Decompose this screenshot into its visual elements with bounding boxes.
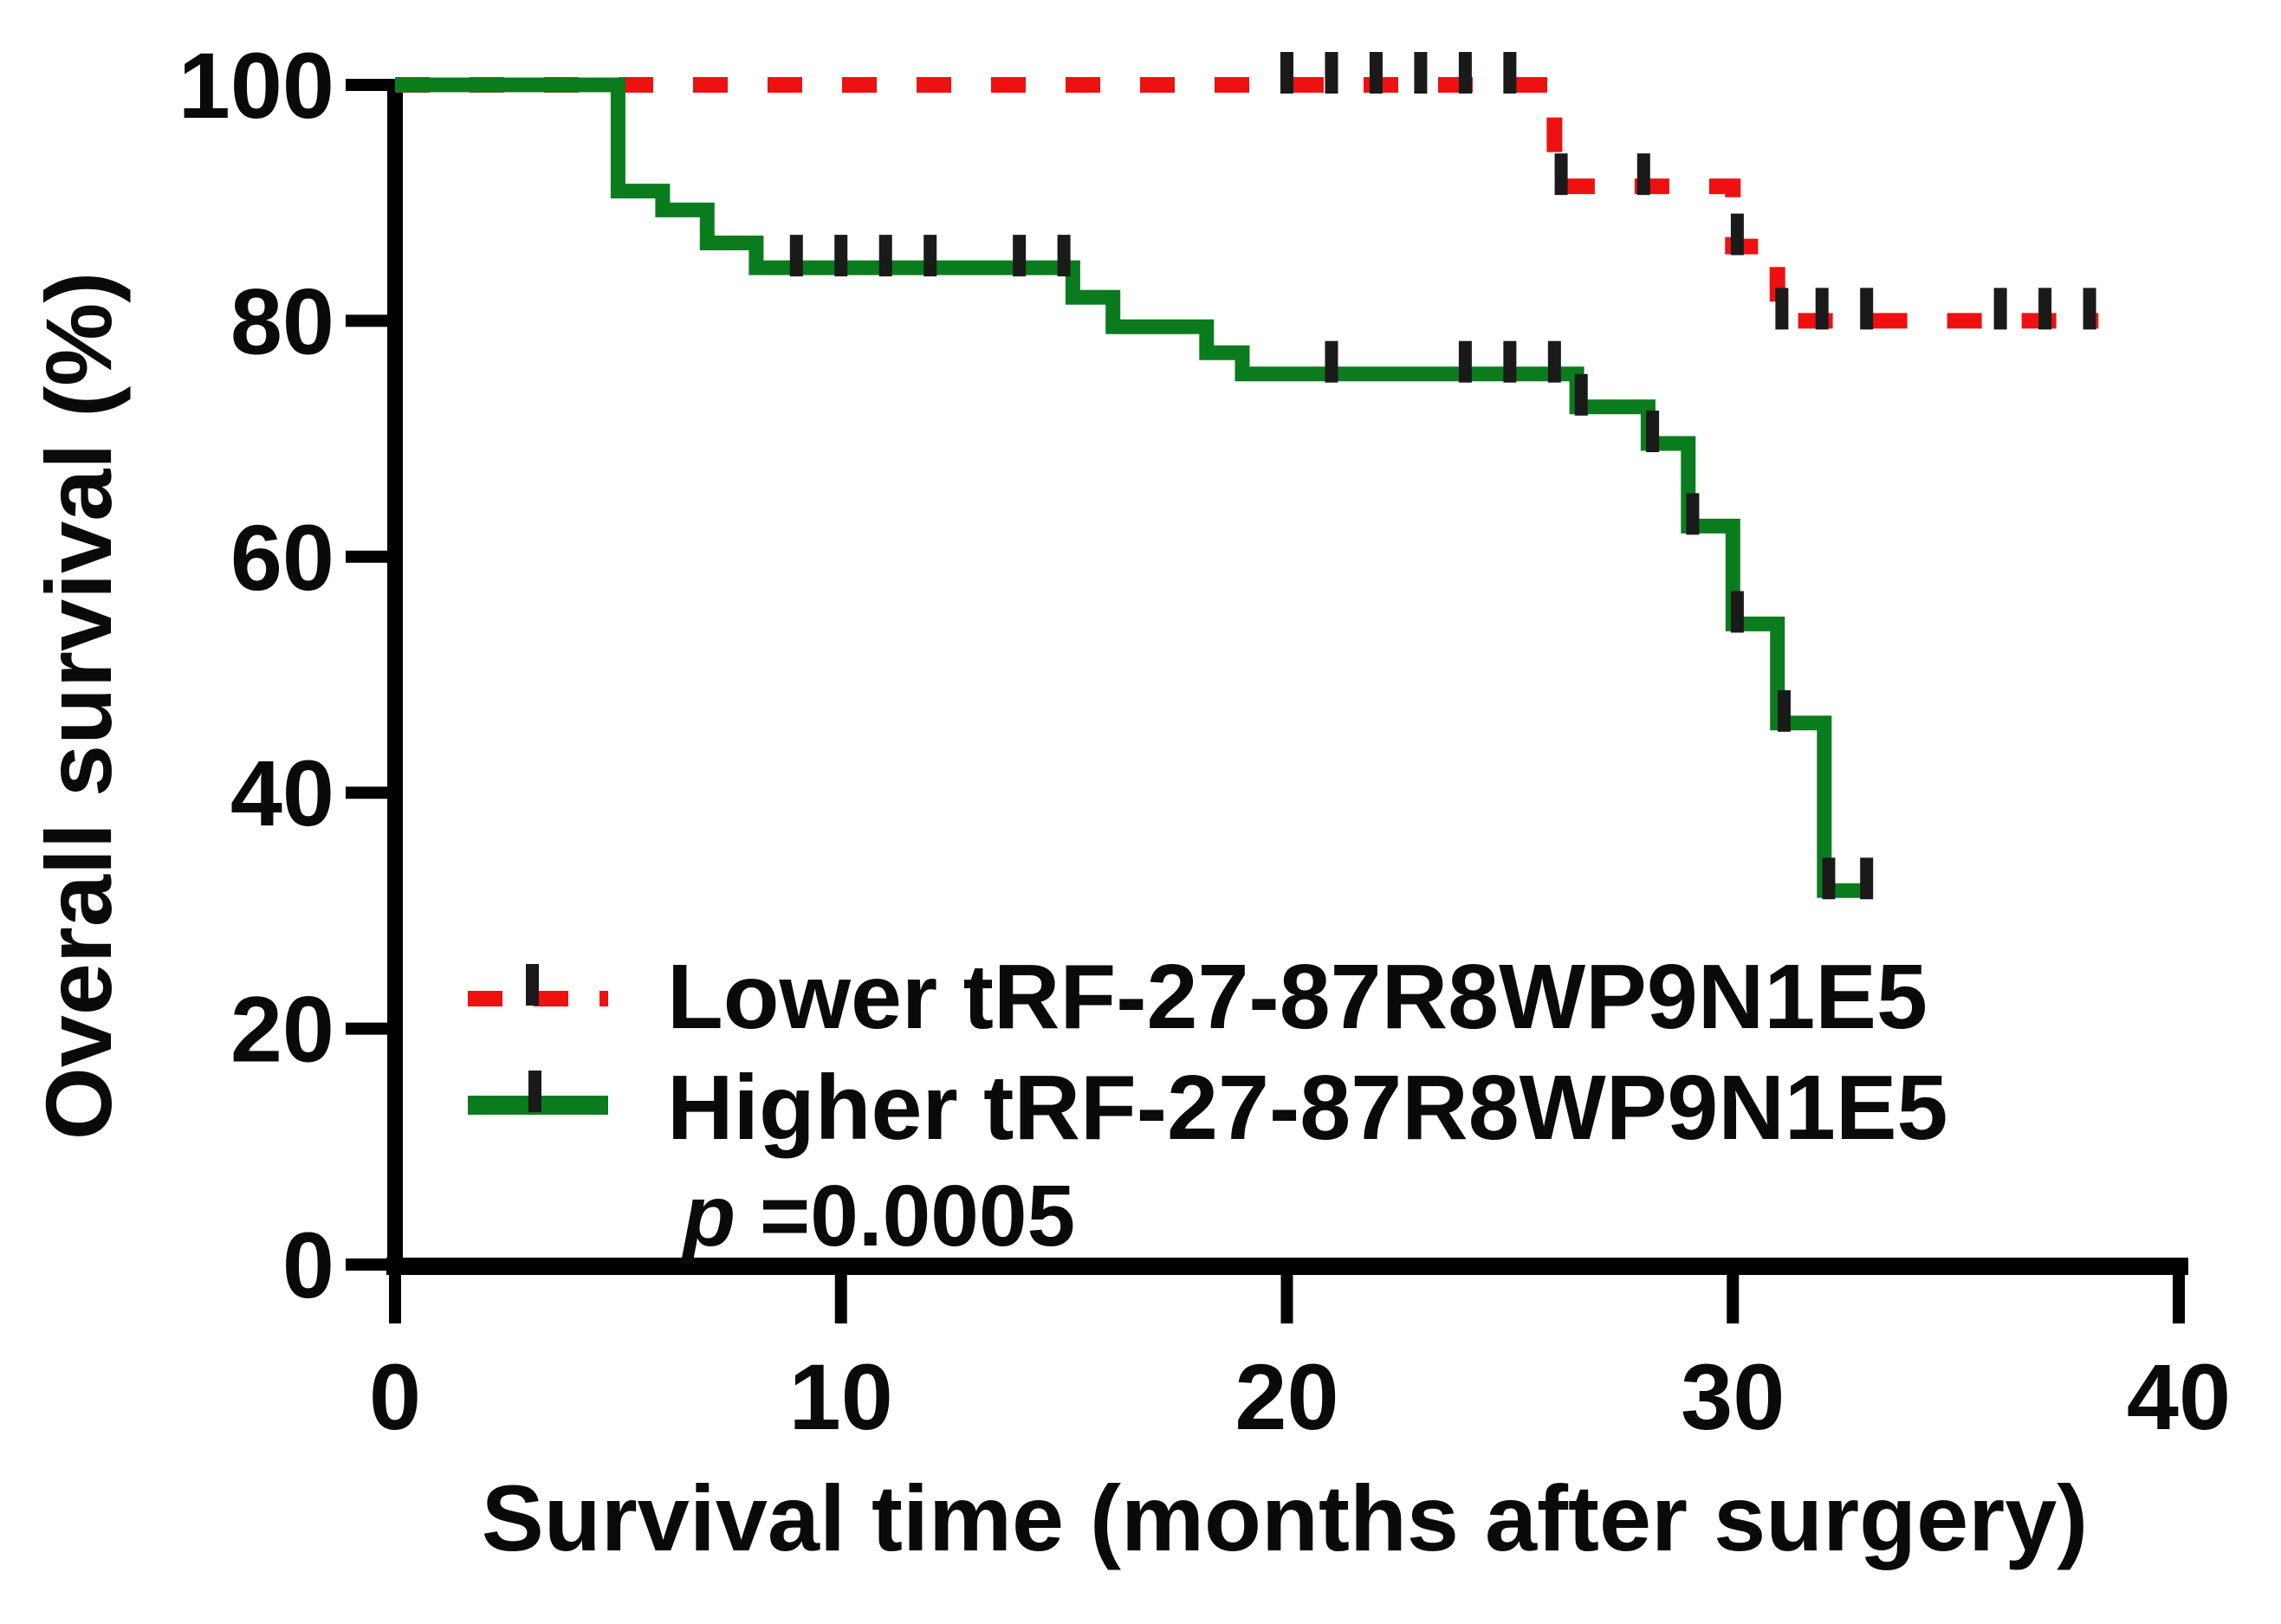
lower-censor-tick xyxy=(1636,153,1650,196)
y-tick-label: 100 xyxy=(178,33,334,138)
survival-curves xyxy=(395,52,2099,900)
higher-censor-tick xyxy=(1325,340,1338,383)
higher-censor-tick xyxy=(1860,857,1874,900)
y-tick-label: 80 xyxy=(230,269,334,373)
x-axis-title: Survival time (months after surgery) xyxy=(482,1465,2089,1570)
y-tick-label: 20 xyxy=(230,977,334,1082)
lower-censor-tick xyxy=(1414,52,1428,94)
lower-censor-tick xyxy=(1458,52,1472,94)
lower-survival-curve xyxy=(395,77,2099,329)
higher-censor-tick xyxy=(1646,411,1660,453)
y-axis-title: Overall survival (%) xyxy=(26,272,131,1140)
lower-censor-tick xyxy=(1503,52,1517,94)
higher-censor-tick xyxy=(1547,340,1561,383)
higher-censor-tick xyxy=(1458,340,1472,383)
axes: 0 20 40 60 80 100 0 10 20 30 40 xyxy=(178,33,2231,1449)
lower-censor-tick xyxy=(1325,52,1338,94)
legend-lower-label: Lower tRF-27-87R8WP9N1E5 xyxy=(667,946,1928,1048)
x-tick-label: 0 xyxy=(369,1344,421,1449)
higher-censor-tick xyxy=(1013,235,1027,277)
x-tick-label: 40 xyxy=(2127,1344,2231,1449)
lower-censor-tick xyxy=(1730,213,1744,256)
lower-censor-tick xyxy=(1860,288,1874,330)
y-tick-label: 0 xyxy=(282,1213,334,1317)
p-value-symbol: p xyxy=(680,1168,735,1265)
lower-censor-tick xyxy=(1815,288,1829,330)
higher-survival-curve xyxy=(395,77,1867,898)
p-value-number: =0.0005 xyxy=(735,1168,1075,1265)
x-tick-label: 20 xyxy=(1234,1344,1338,1449)
y-tick-label: 40 xyxy=(230,741,334,845)
higher-censor-tick xyxy=(923,235,937,277)
lower-censor-tick xyxy=(1775,288,1789,330)
higher-censor-tick xyxy=(878,235,892,277)
lower-censor-tick xyxy=(1280,52,1293,94)
x-tick-label: 10 xyxy=(789,1344,893,1449)
higher-censor-tick xyxy=(1777,689,1791,732)
lower-censor-tick xyxy=(2038,288,2052,330)
legend-lower-censor-tick-icon xyxy=(526,964,539,1006)
lower-censor-tick xyxy=(1369,52,1383,94)
higher-censor-tick xyxy=(1686,493,1700,535)
legend-higher-censor-tick-icon xyxy=(528,1071,541,1112)
legend-higher-label: Higher tRF-27-87R8WP9N1E5 xyxy=(667,1057,1948,1159)
higher-censor-tick xyxy=(1057,235,1071,277)
lower-censor-tick xyxy=(2083,288,2096,330)
p-value-text: p =0.0005 xyxy=(680,1168,1075,1265)
higher-censor-tick xyxy=(1822,857,1836,900)
higher-censor-tick xyxy=(834,235,848,277)
higher-censor-tick xyxy=(789,235,803,277)
higher-censor-tick xyxy=(1503,340,1517,383)
lower-censor-tick xyxy=(1993,288,2007,330)
x-tick-label: 30 xyxy=(1681,1344,1785,1449)
higher-censor-tick xyxy=(1574,373,1588,416)
legend: Lower tRF-27-87R8WP9N1E5 Higher tRF-27-8… xyxy=(468,946,1948,1265)
y-tick-label: 60 xyxy=(230,505,334,610)
higher-censor-tick xyxy=(1730,591,1744,633)
lower-censor-tick xyxy=(1554,153,1568,196)
